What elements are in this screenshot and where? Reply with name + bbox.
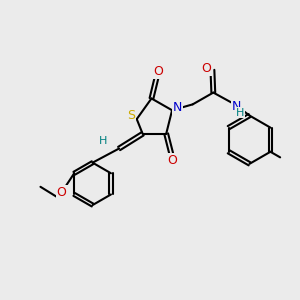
Text: H: H bbox=[236, 108, 244, 118]
Text: O: O bbox=[57, 186, 67, 199]
Text: S: S bbox=[128, 109, 136, 122]
Text: O: O bbox=[201, 62, 211, 75]
Text: O: O bbox=[153, 65, 163, 78]
Text: H: H bbox=[99, 136, 108, 146]
Text: N: N bbox=[232, 100, 241, 113]
Text: N: N bbox=[173, 101, 182, 114]
Text: O: O bbox=[167, 154, 177, 166]
